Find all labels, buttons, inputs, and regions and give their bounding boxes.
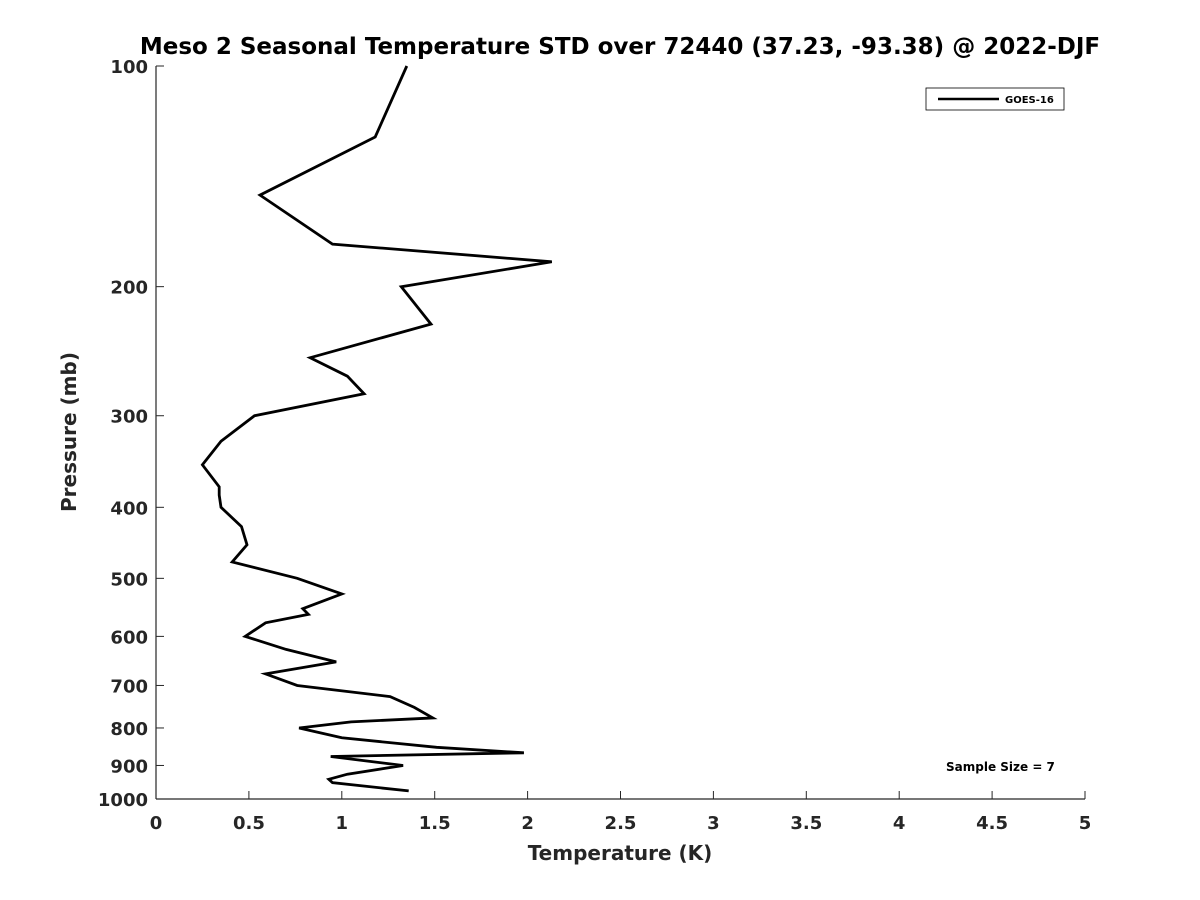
y-tick-label: 200 — [110, 278, 148, 299]
y-tick-label: 100 — [110, 57, 148, 78]
y-tick-label: 500 — [110, 569, 148, 590]
legend-label: GOES-16 — [1005, 95, 1054, 106]
chart-title: Meso 2 Seasonal Temperature STD over 724… — [140, 34, 1100, 60]
x-tick-label: 4.5 — [976, 813, 1008, 834]
y-ticks: 100 200 300 400 500 600 700 800 900 1000 — [98, 57, 164, 811]
series-layer — [200, 65, 553, 793]
x-tick-label: 5 — [1079, 813, 1092, 834]
y-tick-label: 300 — [110, 407, 148, 428]
y-axis-label: Pressure (mb) — [57, 352, 81, 512]
x-ticks: 0 0.5 1 1.5 2 2.5 3 3.5 4 4.5 5 — [150, 791, 1092, 834]
y-tick-label: 800 — [110, 719, 148, 740]
x-tick-label: 4 — [893, 813, 906, 834]
x-axis-label: Temperature (K) — [528, 841, 713, 865]
x-tick-label: 0.5 — [233, 813, 265, 834]
y-tick-label: 600 — [110, 627, 148, 648]
x-tick-label: 2 — [521, 813, 534, 834]
y-tick-label: 1000 — [98, 790, 148, 811]
x-tick-label: 3.5 — [790, 813, 822, 834]
sample-size-annotation: Sample Size = 7 — [946, 760, 1055, 774]
y-tick-label: 700 — [110, 676, 148, 697]
x-tick-label: 0 — [150, 813, 163, 834]
y-tick-label: 400 — [110, 498, 148, 519]
x-tick-label: 1.5 — [419, 813, 451, 834]
y-tick-label: 900 — [110, 756, 148, 777]
series-line-goes-16 — [200, 65, 553, 793]
axes: 0 0.5 1 1.5 2 2.5 3 3.5 4 4.5 5 100 200 300 400 500 600… — [98, 57, 1091, 834]
x-tick-label: 3 — [707, 813, 720, 834]
x-tick-label: 1 — [336, 813, 349, 834]
x-tick-label: 2.5 — [605, 813, 637, 834]
legend: GOES-16 — [925, 87, 1065, 111]
